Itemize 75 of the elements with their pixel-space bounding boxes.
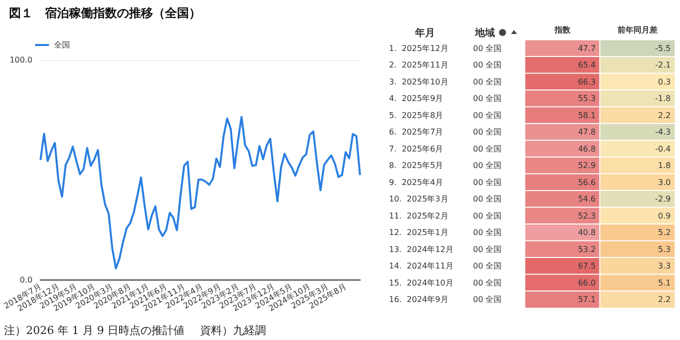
data-label: -2.9 (655, 194, 671, 204)
y-tick-label: 10. 2025年3月 (389, 194, 448, 204)
data-label: 56.6 (578, 178, 596, 187)
data-label: 53.2 (578, 244, 596, 254)
data-label: -0.4 (655, 144, 671, 154)
data-label: 0.9 (658, 211, 671, 220)
data-label: 52.3 (578, 211, 596, 220)
y2-tick-label: 00 全国 (473, 244, 502, 254)
y2-tick-label: 00 全国 (473, 128, 502, 137)
y2-tick-label: 00 全国 (473, 278, 502, 288)
text: 年月 (415, 26, 435, 40)
data-label: 66.0 (578, 278, 596, 288)
data-label: 65.4 (578, 60, 596, 70)
y-tick-label: 16. 2024年9月 (389, 295, 448, 304)
line-series (39, 116, 361, 270)
text: 注）2026 年 1 月 9 日時点の推計値 (4, 324, 184, 337)
data-label: 40.8 (578, 228, 596, 238)
y2-tick-label: 00 全国 (473, 211, 502, 220)
y2-tick-label: 00 全国 (473, 178, 502, 187)
y-tick-label: 3. 2025年10月 (389, 77, 448, 86)
legend-label: 全国 (54, 40, 70, 50)
y-tick-label: 12. 2025年1月 (389, 228, 448, 238)
data-label: 66.3 (578, 77, 596, 86)
x-tick-label: 指数 (554, 26, 572, 34)
data-label: -5.5 (655, 44, 671, 53)
data-label: 1.8 (658, 161, 671, 170)
y2-tick-label: 00 全国 (473, 262, 502, 271)
data-label: 3.0 (658, 178, 671, 187)
data-label: 58.1 (578, 110, 596, 120)
data-label: -4.3 (655, 128, 671, 137)
y-tick-label: 0.0 (20, 276, 32, 284)
x-tick-label: 前年同月差 (616, 26, 658, 34)
y-tick-label: 7. 2025年6月 (389, 144, 444, 154)
y2-tick-label: 00 全国 (473, 94, 502, 104)
y2-tick-label: 00 全国 (473, 44, 502, 53)
y-tick-label: 4. 2025年9月 (389, 94, 444, 104)
data-label: 67.5 (578, 262, 596, 271)
y2-tick-label: 00 全国 (473, 77, 502, 86)
data-label: 57.1 (578, 295, 596, 304)
text: 資料）九経調 (200, 324, 266, 337)
y2-tick-label: 00 全国 (473, 60, 502, 70)
y-tick-label: 14. 2024年11月 (389, 262, 454, 271)
data-label: 2.2 (658, 295, 671, 304)
chart-title: 図１ 宿泊稼働指数の推移（全国） (9, 6, 201, 20)
y2-tick-label: 00 全国 (473, 161, 502, 170)
data-label: 0.3 (658, 77, 671, 86)
data-label: 55.3 (578, 94, 596, 104)
y-tick-label: 100.0 (10, 56, 32, 64)
data-label: 46.8 (578, 144, 596, 154)
y2-tick-label: 00 全国 (473, 144, 502, 154)
y2-tick-label: 00 全国 (473, 110, 502, 120)
y2-tick-label: 00 全国 (473, 194, 502, 204)
y-tick-label: 5. 2025年8月 (389, 110, 444, 120)
y2-tick-label: 00 全国 (473, 295, 502, 304)
data-label: 5.3 (658, 244, 671, 254)
data-label: 47.7 (578, 44, 596, 53)
data-label: 3.3 (658, 262, 671, 271)
data-label: 2.2 (658, 110, 671, 120)
y-tick-label: 15. 2024年10月 (389, 278, 454, 288)
data-label: 54.6 (578, 194, 596, 204)
y-tick-label: 1. 2025年12月 (389, 44, 448, 53)
y-tick-label: 13. 2024年12月 (389, 244, 454, 254)
data-label: 52.9 (578, 161, 596, 170)
data-label: 5.2 (658, 228, 671, 238)
data-label: 47.8 (578, 128, 596, 137)
data-label: 5.1 (658, 278, 671, 288)
y-tick-label: 2. 2025年11月 (389, 60, 448, 70)
y2-tick-label: 00 全国 (473, 228, 502, 238)
y-tick-label: 8. 2025年5月 (389, 161, 444, 170)
y-tick-label: 6. 2025年7月 (389, 128, 444, 137)
y-tick-label: 9. 2025年4月 (389, 178, 444, 187)
data-label: -1.8 (655, 94, 671, 104)
data-label: -2.1 (655, 60, 671, 70)
text: 地域 (475, 26, 495, 40)
y-tick-label: 11. 2025年2月 (389, 211, 448, 220)
